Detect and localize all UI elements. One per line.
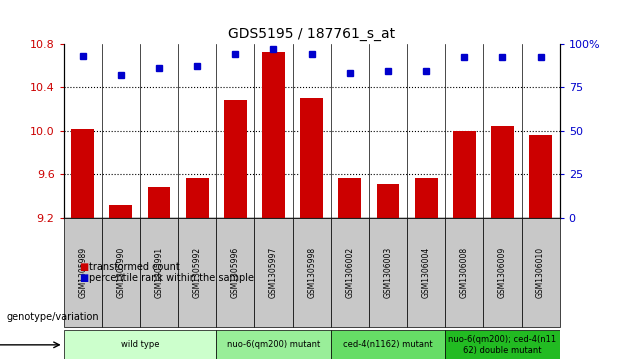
Title: GDS5195 / 187761_s_at: GDS5195 / 187761_s_at <box>228 27 395 41</box>
Text: ced-4(n1162) mutant: ced-4(n1162) mutant <box>343 340 432 349</box>
Bar <box>377 184 399 218</box>
Bar <box>102 218 140 327</box>
Bar <box>445 218 483 327</box>
Text: GSM1306002: GSM1306002 <box>345 247 354 298</box>
Text: GSM1305997: GSM1305997 <box>269 246 278 298</box>
Bar <box>64 330 216 359</box>
Bar <box>483 218 522 327</box>
Bar <box>529 135 552 218</box>
Bar <box>491 126 514 218</box>
Text: transformed count: transformed count <box>89 262 180 272</box>
Bar <box>216 218 254 327</box>
Bar <box>148 187 170 218</box>
Text: nuo-6(qm200); ced-4(n11
62) double mutant: nuo-6(qm200); ced-4(n11 62) double mutan… <box>448 335 556 355</box>
Text: GSM1305991: GSM1305991 <box>155 247 163 298</box>
Text: GSM1305992: GSM1305992 <box>193 247 202 298</box>
Bar <box>254 218 293 327</box>
Text: ■: ■ <box>80 262 89 272</box>
Bar <box>109 205 132 218</box>
Bar <box>369 218 407 327</box>
Text: GSM1305998: GSM1305998 <box>307 247 316 298</box>
Text: percentile rank within the sample: percentile rank within the sample <box>89 273 254 283</box>
Bar <box>331 218 369 327</box>
Bar <box>453 131 476 218</box>
Bar <box>407 218 445 327</box>
Text: GSM1306008: GSM1306008 <box>460 247 469 298</box>
Bar <box>300 98 323 218</box>
Bar <box>522 218 560 327</box>
Bar <box>178 218 216 327</box>
Text: GSM1305996: GSM1305996 <box>231 246 240 298</box>
Bar <box>262 52 285 218</box>
Text: ■: ■ <box>80 273 89 283</box>
Text: GSM1305990: GSM1305990 <box>116 246 125 298</box>
Bar <box>140 218 178 327</box>
Bar <box>293 218 331 327</box>
Bar <box>216 330 331 359</box>
Text: GSM1306004: GSM1306004 <box>422 246 431 298</box>
Text: nuo-6(qm200) mutant: nuo-6(qm200) mutant <box>227 340 320 349</box>
Text: GSM1306009: GSM1306009 <box>498 246 507 298</box>
Text: GSM1306010: GSM1306010 <box>536 247 545 298</box>
Text: GSM1305989: GSM1305989 <box>78 247 87 298</box>
Text: GSM1306003: GSM1306003 <box>384 246 392 298</box>
Text: wild type: wild type <box>121 340 159 349</box>
Bar <box>224 100 247 218</box>
Bar <box>64 218 102 327</box>
Bar <box>445 330 560 359</box>
Bar <box>338 178 361 218</box>
Text: genotype/variation: genotype/variation <box>6 312 99 322</box>
Bar <box>71 129 94 218</box>
Bar <box>186 178 209 218</box>
Bar <box>331 330 445 359</box>
Bar <box>415 178 438 218</box>
